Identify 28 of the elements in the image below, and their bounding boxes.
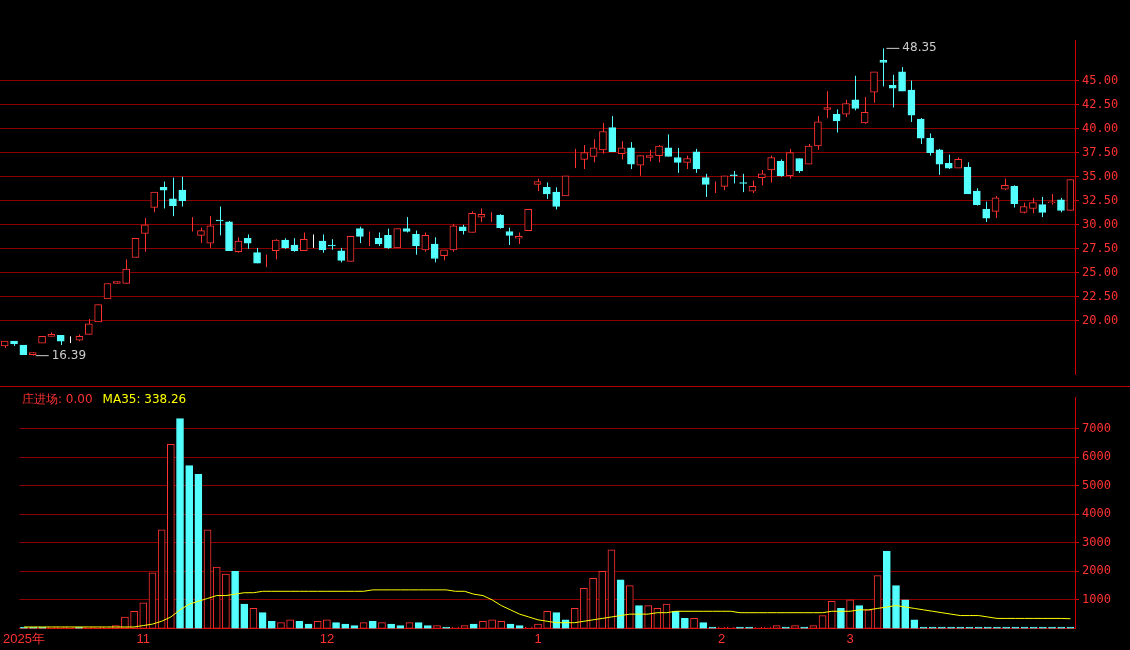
x-tick-label: 2: [717, 630, 726, 646]
y-tick-label: 22.50: [1082, 289, 1119, 304]
y-tick-label: 3000: [1082, 534, 1111, 549]
x-tick-label: 11: [136, 630, 151, 646]
y-tick-label: 27.50: [1082, 240, 1119, 255]
x-tick-label: 3: [846, 630, 854, 646]
y-tick-label: 45.00: [1082, 72, 1119, 87]
y-tick-label: 6000: [1082, 449, 1111, 464]
text: 庄进场: 0.00: [22, 392, 93, 406]
y-tick-label: 42.50: [1082, 96, 1119, 111]
x-tick-label: 1: [534, 630, 542, 646]
annotation: 16.39: [51, 347, 87, 362]
y-tick-label: 4000: [1082, 506, 1111, 521]
y-tick-label: 2000: [1082, 563, 1111, 578]
y-tick-label: 35.00: [1082, 168, 1119, 183]
y-tick-label: 25.00: [1082, 265, 1119, 280]
y-tick-label: 30.00: [1082, 216, 1119, 231]
x-tick-label: 12: [319, 630, 335, 646]
y-tick-label: 32.50: [1082, 192, 1119, 207]
x-tick-label: 2025年: [3, 630, 45, 646]
y-tick-label: 20.00: [1082, 313, 1119, 328]
text: MA35: 338.26: [102, 392, 187, 406]
y-tick-label: 5000: [1082, 477, 1111, 492]
annotation: 48.35: [902, 40, 937, 55]
y-tick-label: 1000: [1082, 591, 1111, 606]
y-tick-label: 7000: [1082, 420, 1111, 435]
y-tick-label: 37.50: [1082, 144, 1119, 159]
y-tick-label: 40.00: [1082, 120, 1119, 135]
